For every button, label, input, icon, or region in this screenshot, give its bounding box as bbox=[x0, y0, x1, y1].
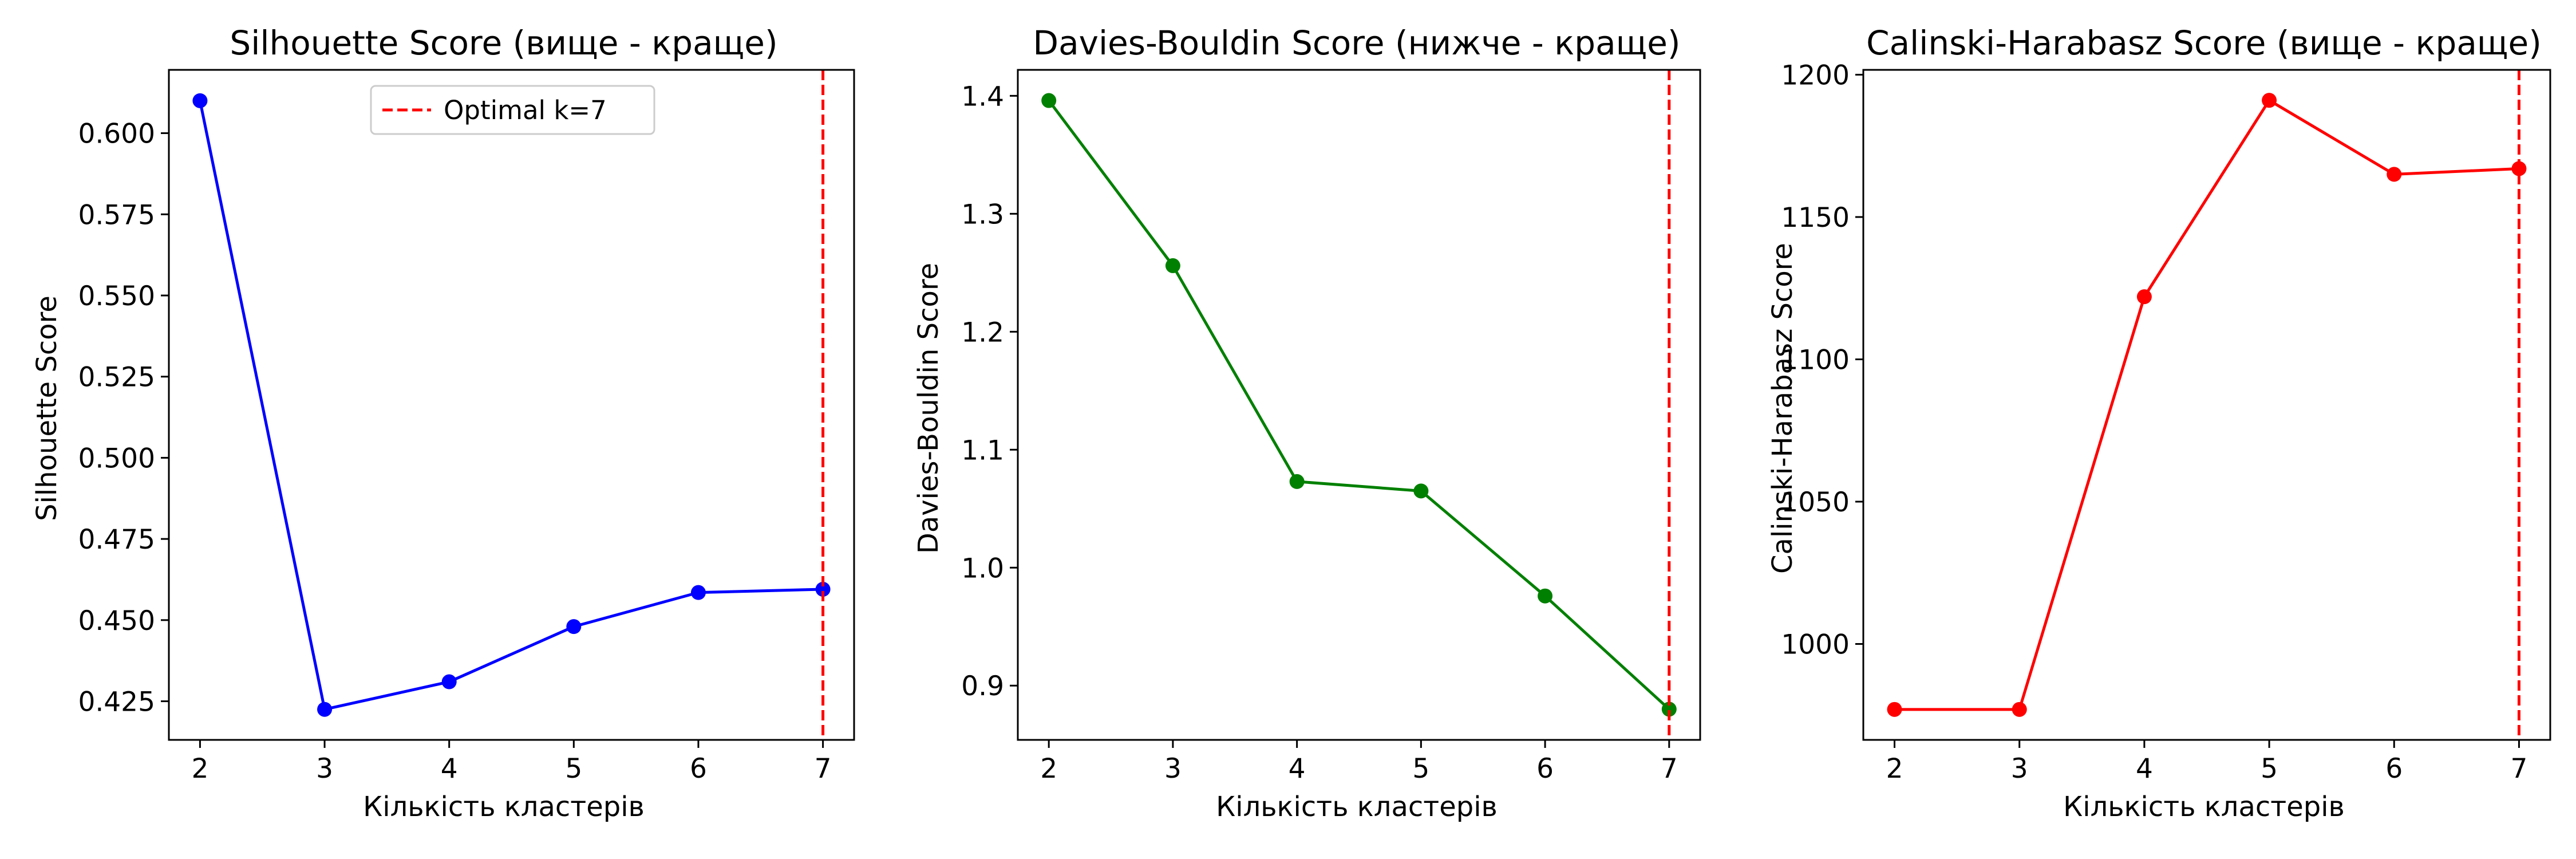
x-tick-label: 5 bbox=[565, 753, 582, 785]
chart-title: Silhouette Score (вище - краще) bbox=[230, 23, 777, 62]
data-point bbox=[1289, 474, 1305, 489]
x-tick-label: 6 bbox=[2385, 753, 2403, 785]
x-tick-label: 7 bbox=[815, 753, 832, 785]
x-tick-label: 2 bbox=[1886, 753, 1903, 785]
data-point bbox=[815, 581, 831, 597]
legend: Optimal k=7 bbox=[370, 85, 655, 135]
y-tick-label: 0.9 bbox=[961, 671, 1004, 702]
y-tick-label: 1000 bbox=[1781, 629, 1850, 661]
data-point bbox=[1661, 702, 1677, 717]
x-tick-label: 4 bbox=[441, 753, 458, 785]
x-axis-label: Кількість кластерів bbox=[2063, 791, 2345, 823]
data-point bbox=[2012, 702, 2027, 717]
x-tick-label: 6 bbox=[690, 753, 707, 785]
y-tick-label: 0.550 bbox=[78, 281, 155, 312]
y-tick-label: 1.2 bbox=[961, 317, 1004, 348]
x-axis-label: Кількість кластерів bbox=[363, 791, 645, 823]
y-tick-label: 1.3 bbox=[961, 199, 1004, 230]
plot-area: 2 3 4 5 6 7 0.9 1.0 1.1 1.2 1.3 1.4 bbox=[961, 69, 1701, 785]
chart-title: Davies-Bouldin Score (нижче - краще) bbox=[1033, 23, 1680, 62]
y-tick-label: 0.600 bbox=[78, 119, 155, 150]
x-axis-label: Кількість кластерів bbox=[1216, 791, 1498, 823]
data-point bbox=[1413, 483, 1429, 499]
data-point bbox=[2136, 289, 2152, 305]
data-point bbox=[317, 702, 333, 717]
y-tick-label: 1050 bbox=[1781, 487, 1850, 518]
y-tick-label: 1200 bbox=[1781, 60, 1850, 91]
x-tick-label: 6 bbox=[1536, 753, 1554, 785]
data-point bbox=[192, 93, 208, 108]
x-tick-label: 5 bbox=[2261, 753, 2278, 785]
subplot-davies-bouldin: Davies-Bouldin Score (нижче - краще) Кіл… bbox=[912, 23, 1701, 823]
y-axis-label: Silhouette Score bbox=[31, 295, 63, 521]
y-axis-label: Davies-Bouldin Score bbox=[912, 263, 945, 554]
y-tick-label: 0.500 bbox=[78, 443, 155, 474]
x-tick-label: 2 bbox=[1040, 753, 1057, 785]
subplot-silhouette: Silhouette Score (вище - краще) Кількіст… bbox=[31, 23, 855, 823]
y-tick-label: 1150 bbox=[1781, 202, 1850, 234]
plot-area: 2 3 4 5 6 7 0.425 0.450 0.475 0.500 0.525 0.550 0.57… bbox=[78, 69, 855, 785]
data-point bbox=[441, 674, 457, 689]
data-point bbox=[1887, 702, 1902, 717]
legend-label: Optimal k=7 bbox=[444, 95, 607, 125]
data-point bbox=[2387, 167, 2402, 182]
series-line bbox=[198, 100, 823, 711]
x-tick-label: 7 bbox=[2511, 753, 2528, 785]
y-tick-label: 0.525 bbox=[78, 362, 155, 393]
x-tick-label: 7 bbox=[1661, 753, 1678, 785]
y-tick-label: 1.4 bbox=[961, 81, 1004, 112]
chart-title: Calinski-Harabasz Score (вище - краще) bbox=[1866, 23, 2542, 62]
x-tick-label: 4 bbox=[1289, 753, 1306, 785]
subplot-calinski-harabasz: Calinski-Harabasz Score (вище - краще) К… bbox=[1767, 23, 2551, 823]
axes-frame bbox=[1017, 69, 1701, 741]
x-tick-label: 2 bbox=[191, 753, 208, 785]
y-tick-label: 0.475 bbox=[78, 524, 155, 555]
data-point bbox=[690, 585, 706, 600]
data-point bbox=[1538, 588, 1553, 604]
data-point bbox=[2262, 93, 2277, 108]
data-point bbox=[566, 619, 582, 635]
series-line bbox=[1894, 98, 2519, 711]
axes-frame bbox=[168, 69, 855, 741]
y-tick-label: 0.575 bbox=[78, 199, 155, 231]
y-tick-label: 1100 bbox=[1781, 344, 1850, 376]
y-tick-label: 1.1 bbox=[961, 435, 1004, 466]
plot-area: 2 3 4 5 6 7 1000 1050 1100 1150 1200 bbox=[1781, 60, 2551, 785]
x-tick-label: 3 bbox=[1164, 753, 1182, 785]
axes-frame bbox=[1862, 69, 2551, 741]
x-tick-label: 3 bbox=[316, 753, 333, 785]
data-point bbox=[1041, 93, 1057, 108]
y-tick-label: 0.425 bbox=[78, 687, 155, 718]
y-tick-label: 0.450 bbox=[78, 605, 155, 637]
legend-box bbox=[370, 85, 655, 135]
data-point bbox=[1165, 258, 1180, 273]
y-axis-label: Calinski-Harabasz Score bbox=[1767, 243, 1799, 574]
y-tick-label: 1.0 bbox=[961, 553, 1004, 584]
x-tick-label: 4 bbox=[2136, 753, 2153, 785]
x-tick-label: 5 bbox=[1412, 753, 1429, 785]
series-line bbox=[1048, 100, 1670, 711]
x-tick-label: 3 bbox=[2011, 753, 2028, 785]
